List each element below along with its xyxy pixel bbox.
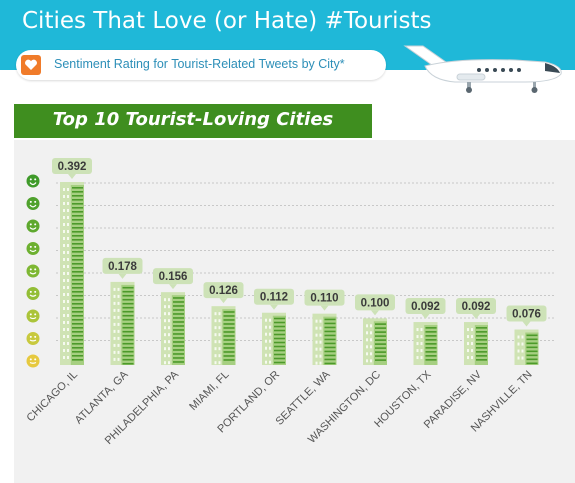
smiley-face-icon	[26, 219, 40, 233]
data-label-box	[405, 298, 446, 320]
tick-label: CHICAGO, IL	[25, 369, 81, 425]
smiley-face-icon	[26, 354, 40, 368]
smiley-face-icon	[26, 264, 40, 278]
data-label-box	[52, 158, 92, 179]
bar	[211, 306, 236, 365]
heart-icon	[21, 55, 41, 75]
data-label: 0.178	[108, 261, 137, 273]
data-label: 0.126	[209, 285, 238, 297]
data-label-box	[254, 288, 294, 310]
section-banner: Top 10 Tourist-Loving Cities	[14, 104, 372, 138]
page-title: Cities That Love (or Hate) #Tourists	[22, 8, 432, 34]
data-label: 0.092	[411, 301, 440, 313]
subtitle: Sentiment Rating for Tourist-Related Twe…	[54, 57, 345, 71]
smiley-face-icon	[26, 242, 40, 255]
data-label-box	[153, 268, 193, 290]
data-label: 0.092	[462, 301, 491, 313]
airplane-icon	[403, 45, 562, 93]
smiley-face-icon	[26, 287, 40, 300]
data-label-box	[506, 305, 547, 327]
data-label-box	[304, 289, 345, 311]
data-label: 0.156	[159, 271, 188, 283]
data-label-box	[456, 298, 496, 320]
section-title: Top 10 Tourist-Loving Cities	[52, 109, 334, 130]
bar	[262, 312, 286, 365]
smiley-face-icon	[26, 309, 40, 323]
subtitle-pill: Sentiment Rating for Tourist-Related Twe…	[16, 50, 386, 80]
bar	[312, 313, 337, 365]
bar	[110, 281, 135, 365]
bar	[363, 318, 387, 365]
data-label-box	[102, 257, 143, 279]
data-label: 0.100	[361, 297, 390, 309]
smiley-face-icon	[26, 197, 40, 210]
data-label-box	[355, 294, 395, 316]
smiley-face-icon	[26, 174, 40, 188]
bar	[161, 292, 185, 365]
data-label: 0.076	[512, 309, 541, 321]
bar	[413, 322, 438, 365]
data-label: 0.112	[260, 292, 288, 304]
bar	[514, 329, 539, 365]
smiley-face-icon	[26, 332, 40, 345]
data-label: 0.392	[58, 161, 87, 173]
data-label-box	[203, 282, 244, 304]
chart-panel: 0.392 CHICAGO, IL 0.178 ATLANTA, GA 0.156 PHI…	[14, 140, 575, 483]
smiley-scale	[26, 174, 40, 368]
tick-label: MIAMI, FL	[187, 369, 231, 413]
data-label: 0.110	[310, 293, 338, 305]
bar	[60, 182, 84, 365]
bar	[464, 322, 488, 365]
